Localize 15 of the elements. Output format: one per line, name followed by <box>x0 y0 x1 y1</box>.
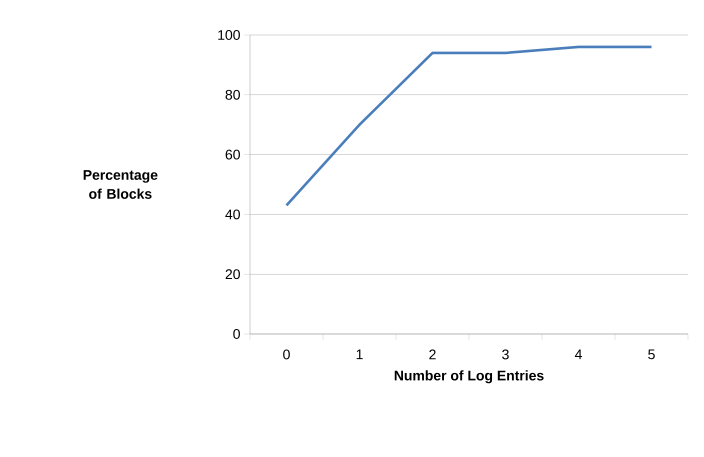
x-tick-label: 3 <box>502 350 509 360</box>
y-tick-label: 0 <box>233 329 240 339</box>
y-tick-label: 60 <box>226 150 240 160</box>
x-tick-label: 2 <box>429 350 436 360</box>
x-tick-label: 0 <box>283 350 290 360</box>
line-series <box>285 46 653 207</box>
y-tick-label: 80 <box>226 90 240 100</box>
x-tick-label: 5 <box>648 350 655 360</box>
y-tick-label: 20 <box>226 269 240 280</box>
y-axis-title: Percentage of Blocks <box>84 170 158 199</box>
x-tick-label: 4 <box>574 350 582 360</box>
y-tick-label: 40 <box>225 209 240 220</box>
x-axis-title: Number of Log Entries <box>394 370 544 384</box>
x-tick-label: 1 <box>356 350 363 360</box>
y-tick-label: 100 <box>218 30 240 40</box>
